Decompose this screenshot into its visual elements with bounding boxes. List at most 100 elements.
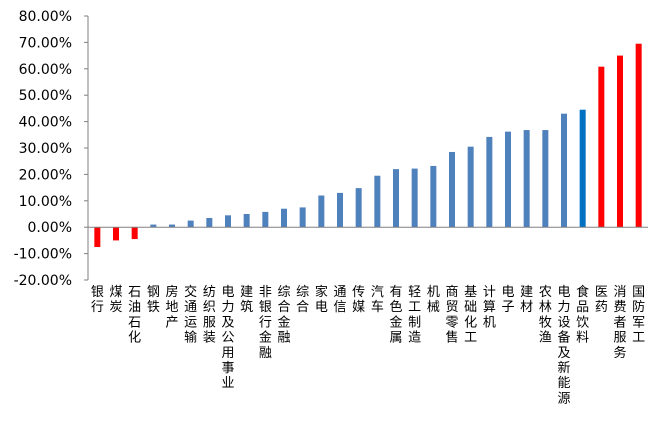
y-tick-label: -10.00% [14, 247, 72, 263]
x-tick-label-text: 房地产 [165, 284, 178, 330]
x-tick-label-text: 家电 [315, 284, 328, 315]
x-tick-label: 建筑 [240, 285, 253, 315]
x-tick-label: 机械 [427, 285, 440, 315]
x-tick-label-text: 煤炭 [109, 285, 122, 315]
bar-纺织服装 [206, 217, 213, 228]
x-tick-label: 钢铁 [147, 285, 160, 315]
bar-建材 [523, 130, 530, 228]
x-tick-label: 纺织服装 [203, 285, 216, 346]
x-tick-label-text: 传媒 [352, 285, 365, 315]
x-tick-label-text: 轻工制造 [408, 285, 421, 346]
x-tick-label: 综合金融 [277, 285, 290, 346]
y-tick-label: 30.00% [19, 141, 72, 157]
bar-综合 [299, 207, 306, 228]
x-tick-label-text: 石油石化 [128, 285, 141, 346]
x-tick-label-text: 机械 [427, 285, 440, 315]
x-tick-label-text: 商贸零售 [445, 285, 458, 346]
x-tick-label-text: 纺织服装 [203, 285, 216, 346]
y-axis: -20.00% -10.00% 0.00% 10.00% 20.00% 30.00% 40.… [14, 9, 89, 289]
y-tick-label: -20.00% [14, 273, 72, 289]
x-tick-label: 煤炭 [109, 285, 122, 315]
x-tick-label: 通信 [333, 285, 346, 315]
x-tick-label: 电力及公用事业 [221, 285, 234, 391]
bar-食品饮料 [579, 109, 586, 228]
x-tick-label-text: 有色金属 [389, 285, 402, 346]
x-tick-label-text: 综合金融 [277, 285, 290, 346]
x-tick-label-text: 汽车 [371, 285, 384, 315]
x-tick-label: 石油石化 [128, 285, 141, 346]
x-tick-label-text: 交通运输 [184, 284, 197, 346]
x-tick-label: 基础化工 [464, 285, 477, 346]
bar-农林牧渔 [542, 130, 549, 228]
y-tick-label: 60.00% [19, 62, 72, 78]
bar-机械 [430, 165, 437, 228]
x-tick-label: 电力设备及新能源 [557, 285, 570, 406]
bar-汽车 [374, 175, 381, 228]
x-tick-label-text: 非银行金融 [259, 285, 272, 361]
x-tick-label-text: 电力设备及新能源 [557, 285, 570, 406]
x-tick-label: 非银行金融 [259, 285, 272, 361]
bar-房地产 [169, 224, 175, 228]
x-tick-label: 综合 [296, 285, 309, 315]
x-tick-label: 有色金属 [389, 285, 402, 346]
bar-消费者服务 [617, 55, 623, 228]
x-axis: 银行煤炭石油石化钢铁房地产交通运输纺织服装电力及公用事业建筑非银行金融综合金融综… [88, 226, 648, 406]
x-tick-label-text: 计算机 [483, 285, 496, 330]
bar-计算机 [486, 136, 493, 228]
x-tick-label-text: 食品饮料 [576, 284, 589, 346]
bar-非银行金融 [262, 211, 269, 228]
x-tick-label: 家电 [315, 284, 328, 315]
x-tick-label: 国防军工 [632, 285, 645, 346]
x-tick-label-text: 消费者服务 [613, 285, 626, 361]
x-tick-label-text: 钢铁 [147, 285, 160, 315]
bar-银行 [94, 227, 101, 247]
y-tick-label: 20.00% [19, 167, 72, 183]
x-tick-label-text: 医药 [595, 285, 608, 315]
x-tick-label: 轻工制造 [408, 285, 421, 346]
y-tick-label: 40.00% [19, 115, 72, 131]
bar-传媒 [355, 188, 362, 228]
bar-有色金属 [393, 169, 399, 228]
bar-交通运输 [187, 220, 194, 228]
bars [94, 43, 642, 247]
bar-石油石化 [131, 227, 138, 240]
bar-国防军工 [635, 43, 642, 228]
x-tick-label: 农林牧渔 [539, 285, 552, 346]
bar-电力及公用事业 [225, 215, 231, 228]
bar-家电 [318, 195, 325, 228]
x-tick-label: 电子 [501, 285, 514, 315]
x-tick-label: 食品饮料 [576, 284, 589, 346]
x-tick-label-text: 电子 [501, 285, 514, 315]
y-tick-label: 0.00% [28, 220, 72, 236]
x-tick-label: 消费者服务 [613, 285, 626, 361]
x-tick-label: 建材 [520, 285, 533, 315]
bar-综合金融 [281, 208, 287, 228]
x-tick-label: 交通运输 [184, 284, 197, 346]
y-tick-label: 50.00% [19, 88, 72, 104]
x-tick-label-text: 国防军工 [632, 285, 645, 346]
bar-钢铁 [150, 224, 157, 228]
x-tick-label-text: 建材 [520, 285, 533, 315]
x-tick-label: 传媒 [352, 285, 365, 315]
x-tick-label: 汽车 [371, 285, 384, 315]
x-tick-label: 计算机 [483, 285, 496, 330]
x-tick-label-text: 银行 [91, 285, 104, 315]
y-tick-label: 80.00% [19, 9, 72, 25]
x-tick-label-text: 电力及公用事业 [221, 285, 234, 391]
bar-基础化工 [467, 146, 474, 228]
x-tick-label-text: 农林牧渔 [539, 285, 552, 346]
bar-建筑 [243, 214, 250, 228]
x-tick-label: 医药 [595, 285, 608, 315]
x-tick-label: 银行 [91, 285, 104, 315]
x-tick-label-text: 综合 [296, 285, 309, 315]
bar-轻工制造 [411, 168, 418, 228]
bar-煤炭 [113, 227, 119, 241]
y-tick-label: 10.00% [19, 194, 72, 210]
bar-商贸零售 [449, 151, 455, 228]
bar-通信 [337, 192, 343, 228]
bar-电子 [505, 131, 511, 228]
x-tick-label-text: 通信 [333, 285, 346, 315]
bar-医药 [598, 66, 605, 228]
